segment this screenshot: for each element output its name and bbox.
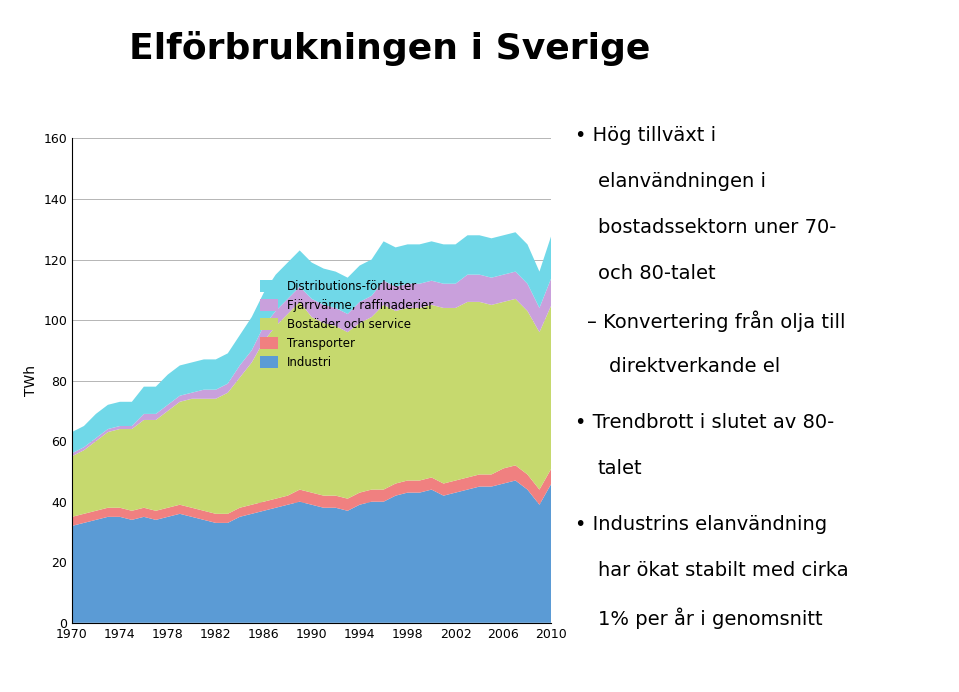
Text: • Industrins elanvändning: • Industrins elanvändning — [575, 516, 828, 534]
Text: – Konvertering från olja till: – Konvertering från olja till — [587, 311, 845, 332]
Legend: Distributions-förluster, Fjärrvärme, raffinaderier, Bostäder och service, Transp: Distributions-förluster, Fjärrvärme, raf… — [260, 280, 433, 369]
Y-axis label: TWh: TWh — [24, 365, 37, 396]
Text: Elförbrukningen i Sverige: Elförbrukningen i Sverige — [129, 31, 651, 66]
Text: • Trendbrott i slutet av 80-: • Trendbrott i slutet av 80- — [575, 413, 834, 432]
Text: • Hög tillväxt i: • Hög tillväxt i — [575, 126, 716, 145]
Text: 1% per år i genomsnitt: 1% per år i genomsnitt — [597, 608, 823, 629]
Text: elanvändningen i: elanvändningen i — [597, 172, 766, 191]
Text: direktverkande el: direktverkande el — [609, 356, 781, 376]
Text: bostadssektorn uner 70-: bostadssektorn uner 70- — [597, 218, 836, 237]
Text: talet: talet — [597, 459, 643, 478]
Text: och 80-talet: och 80-talet — [597, 264, 715, 283]
Text: CERE: CERE — [26, 58, 94, 82]
Text: har ökat stabilt med cirka: har ökat stabilt med cirka — [597, 561, 849, 581]
